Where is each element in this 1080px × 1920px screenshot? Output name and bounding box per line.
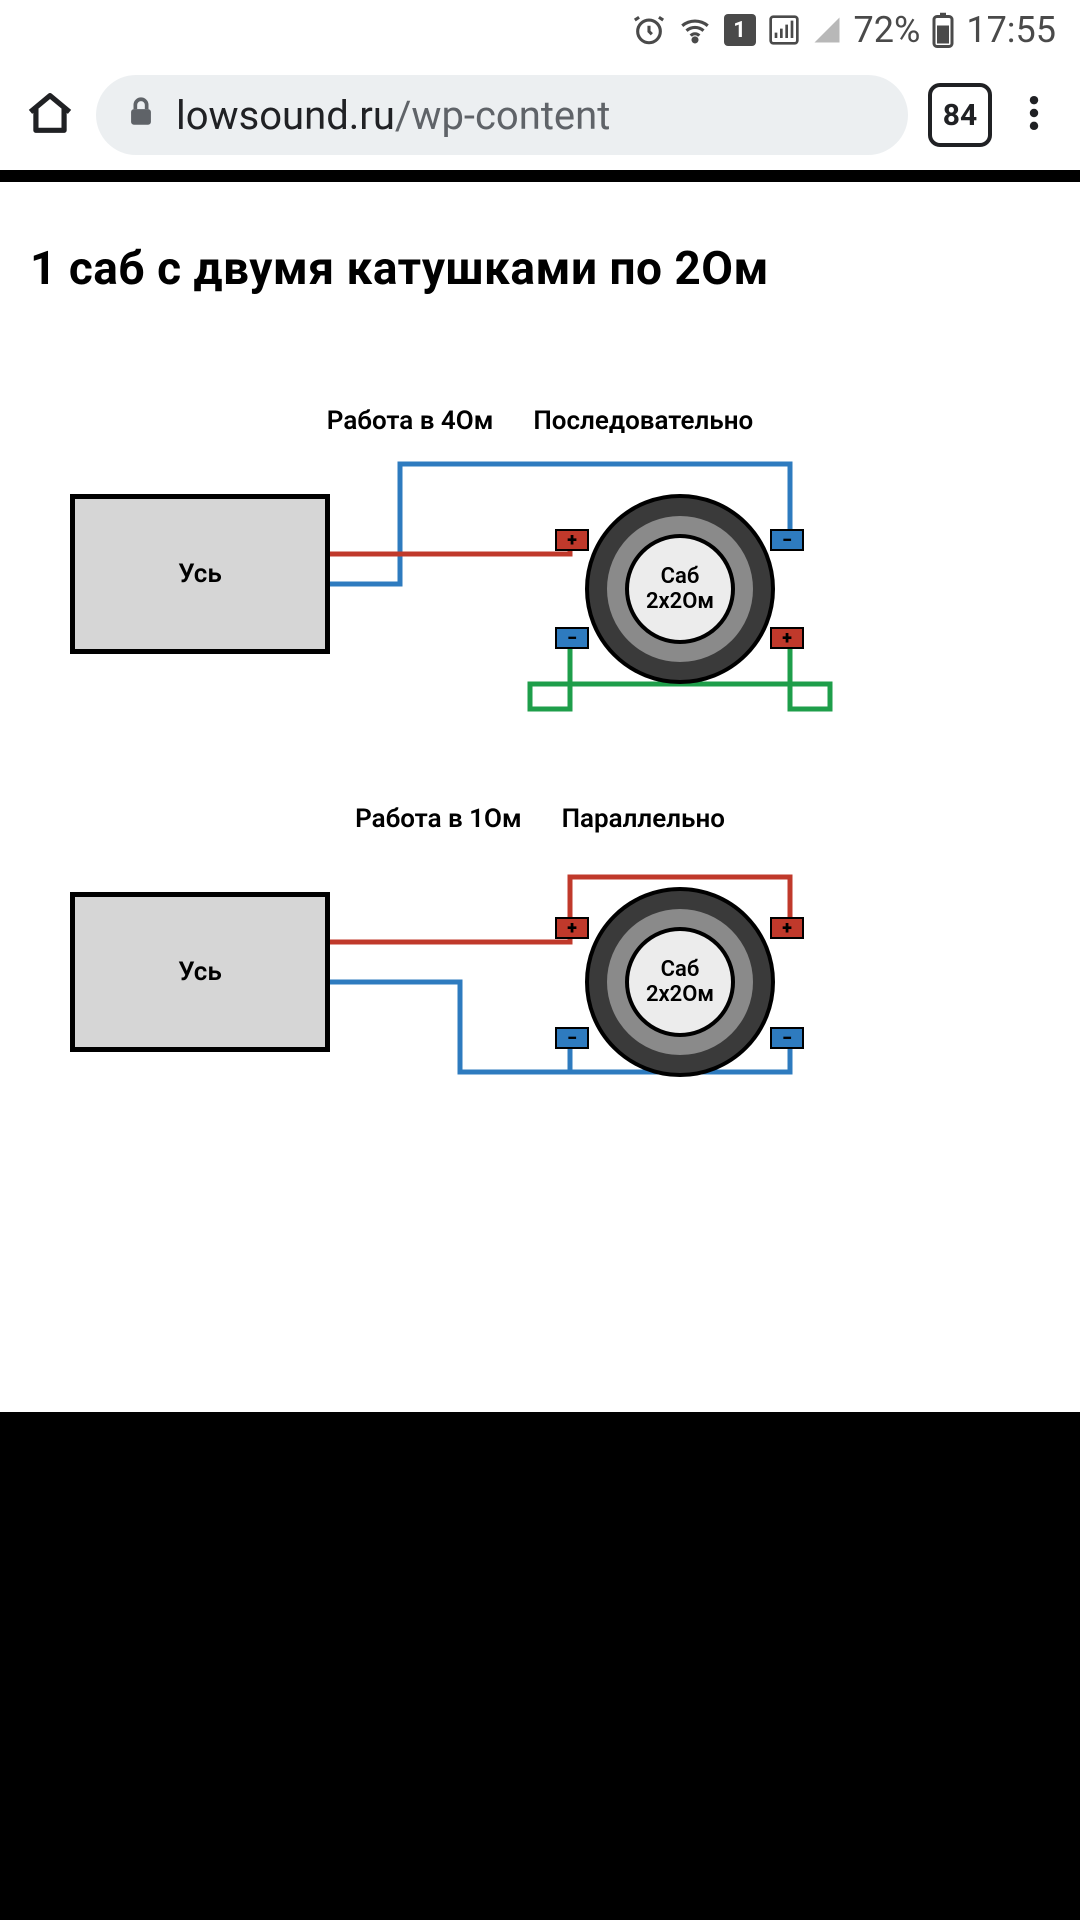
d2-term-tl: +	[555, 917, 589, 939]
speaker1-label-a: Саб	[661, 564, 700, 589]
bottom-black-region	[0, 1412, 1080, 1920]
d2-term-tr: +	[770, 917, 804, 939]
page-title: 1 саб с двумя катушками по 2Ом	[30, 242, 1050, 296]
amp-box-2: Усь	[70, 892, 330, 1052]
speaker-1: Саб 2х2Ом	[585, 494, 775, 684]
lock-icon	[124, 92, 158, 139]
tab-switcher[interactable]: 84	[928, 83, 992, 147]
diagram2-label-right: Параллельно	[562, 804, 725, 834]
amp-box-1: Усь	[70, 494, 330, 654]
alarm-icon	[632, 13, 666, 47]
url-text: lowsound.ru/wp-content	[176, 92, 880, 139]
android-status-bar: 1 72% 17:55	[0, 0, 1080, 60]
diagram2-labels: Работа в 1Ом Параллельно	[30, 804, 1050, 834]
page-content: 1 саб с двумя катушками по 2Ом Работа в …	[0, 182, 1080, 1412]
menu-icon[interactable]	[1012, 91, 1056, 139]
diagram2-label-left: Работа в 1Ом	[355, 804, 522, 834]
diagram-series: Усь Саб 2х2Ом + − − +	[30, 454, 1050, 754]
diagram1-label-right: Последовательно	[533, 406, 753, 436]
battery-icon	[932, 12, 954, 48]
diagram-parallel: Усь Саб 2х2Ом + + − −	[30, 852, 1050, 1152]
sim-badge-icon: 1	[724, 14, 756, 46]
battery-percent: 72%	[854, 9, 921, 51]
d1-term-bl: −	[555, 627, 589, 649]
d1-term-br: +	[770, 627, 804, 649]
d2-term-br: −	[770, 1027, 804, 1049]
wifi-icon	[678, 13, 712, 47]
d2-term-bl: −	[555, 1027, 589, 1049]
amp-label-2: Усь	[178, 957, 222, 987]
d1-term-tr: −	[770, 529, 804, 551]
signal1-icon	[768, 14, 800, 46]
amp-label-1: Усь	[178, 559, 222, 589]
page-top-rule	[0, 170, 1080, 182]
signal2-icon	[812, 15, 842, 45]
home-icon[interactable]	[24, 87, 76, 143]
speaker2-label-a: Саб	[661, 957, 700, 982]
speaker1-label-b: 2х2Ом	[646, 589, 714, 614]
clock-time: 17:55	[966, 9, 1056, 51]
d1-term-tl: +	[555, 529, 589, 551]
browser-toolbar: lowsound.ru/wp-content 84	[0, 60, 1080, 170]
speaker-2: Саб 2х2Ом	[585, 887, 775, 1077]
diagram1-labels: Работа в 4Ом Последовательно	[30, 406, 1050, 436]
address-bar[interactable]: lowsound.ru/wp-content	[96, 75, 908, 155]
diagram1-label-left: Работа в 4Ом	[327, 406, 494, 436]
speaker2-label-b: 2х2Ом	[646, 982, 714, 1007]
